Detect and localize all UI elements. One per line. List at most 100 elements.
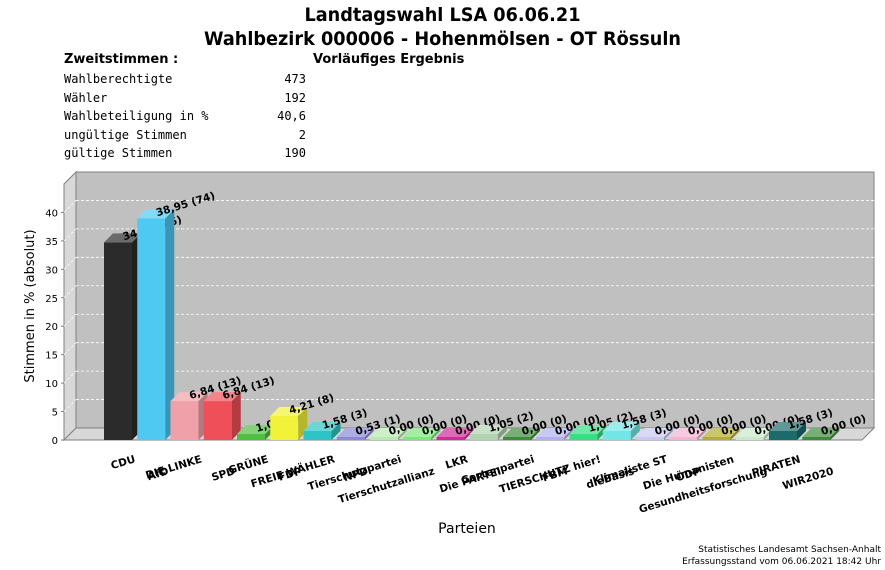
stat-label: gültige Stimmen xyxy=(64,146,173,160)
bar-top xyxy=(802,428,840,437)
stat-value: 473 xyxy=(284,72,306,86)
category-label: CDU xyxy=(110,453,137,472)
bar-top xyxy=(203,392,241,402)
grid-line-side xyxy=(63,200,77,213)
timestamp: Erfassungsstand vom 06.06.2021 18:42 Uhr xyxy=(682,557,881,567)
bar-front xyxy=(802,437,831,440)
bar-top xyxy=(137,209,175,219)
bar-front xyxy=(735,437,764,440)
stat-label: Wahlbeteiligung in % xyxy=(64,109,209,123)
bar-top xyxy=(469,425,507,435)
bar-top xyxy=(170,392,208,402)
bar-front xyxy=(270,416,299,440)
bar-top xyxy=(237,425,274,435)
bar-side xyxy=(730,428,740,440)
y-tick-label: 40 xyxy=(45,208,58,219)
category-label: WIR2020 xyxy=(781,465,835,492)
bar-front xyxy=(503,437,531,440)
bar-front xyxy=(469,434,498,440)
y-tick-label: 5 xyxy=(52,408,58,419)
bar-top xyxy=(303,422,341,432)
y-tick-label: 35 xyxy=(45,237,58,248)
grid-line-side xyxy=(63,313,77,327)
y-tick-label: 25 xyxy=(45,294,58,305)
bar-front xyxy=(403,437,432,440)
bar-side xyxy=(231,392,241,440)
stat-label: Wahlberechtigte xyxy=(64,72,173,86)
bar-front xyxy=(769,431,797,440)
stats-table: Wahlberechtigte 473 Wähler 192 Wahlbetei… xyxy=(64,72,306,165)
bar-front xyxy=(436,437,465,440)
stat-row: Wähler 192 xyxy=(64,91,306,110)
bar-side xyxy=(497,425,507,440)
grid-line-side xyxy=(63,257,77,270)
stat-value: 190 xyxy=(284,146,306,160)
bar-top xyxy=(636,428,673,437)
bar-side xyxy=(464,428,474,440)
stat-row: Wahlberechtigte 473 xyxy=(64,72,306,91)
bar-side xyxy=(165,209,175,440)
bar-top xyxy=(270,407,308,417)
x-axis-label: Parteien xyxy=(438,521,496,537)
bar-top xyxy=(569,425,607,435)
y-tick-label: 10 xyxy=(45,379,58,390)
category-label: GRÜNE xyxy=(226,451,269,476)
grid-line-side xyxy=(63,285,77,299)
bar-side xyxy=(597,425,607,440)
y-tick-label: 30 xyxy=(45,265,58,276)
category-label: DIE LINKE xyxy=(144,453,203,481)
bar-top xyxy=(769,422,806,432)
bar-top xyxy=(370,428,407,437)
bar-top xyxy=(669,428,707,437)
bar-top xyxy=(403,428,441,437)
stat-row: Wahlbeteiligung in % 40,6 xyxy=(64,109,306,128)
bar-side xyxy=(331,422,341,440)
y-axis-label: Stimmen in % (absolut) xyxy=(23,229,38,382)
bar-top xyxy=(735,428,773,437)
bar-front xyxy=(536,437,565,440)
bar-top xyxy=(436,428,474,437)
bar-side xyxy=(664,428,673,440)
plot-left-wall xyxy=(63,170,77,442)
bar-front xyxy=(569,434,598,440)
bar-front xyxy=(203,401,232,440)
grid-line-side xyxy=(63,228,77,242)
bar-front xyxy=(237,434,265,440)
bar-side xyxy=(564,428,574,440)
bar-front xyxy=(370,437,398,440)
bar-side xyxy=(630,422,640,440)
bar-side xyxy=(364,427,374,440)
chart-subtitle: Wahlbezirk 000006 - Hohenmölsen - OT Rös… xyxy=(203,28,682,50)
bar-side xyxy=(431,428,441,440)
bar-front xyxy=(104,242,132,440)
stat-value: 2 xyxy=(298,127,306,142)
bar-top xyxy=(702,428,740,437)
bar-top xyxy=(602,422,640,432)
bar-side xyxy=(531,428,540,440)
stat-value: 192 xyxy=(284,90,306,105)
result-status: Vorläufiges Ergebnis xyxy=(313,52,465,67)
bar-top xyxy=(536,428,574,437)
source-note: Statistisches Landesamt Sachsen-Anhalt xyxy=(698,545,881,555)
chart-title: Landtagswahl LSA 06.06.21 xyxy=(304,4,581,26)
bar-chart: 0 5 10 15 20 25 30 35 40 Stimmen in % (absolut) Pa… xyxy=(23,170,876,537)
bar-front xyxy=(602,431,631,440)
grid-line-side xyxy=(63,399,77,412)
bar-front xyxy=(170,401,199,440)
y-tick-label: 15 xyxy=(45,351,58,362)
bar-front xyxy=(137,218,166,440)
bar-top xyxy=(104,233,141,243)
bar-front xyxy=(336,436,365,440)
stat-label: Wähler xyxy=(64,90,108,105)
bar-side xyxy=(830,428,840,440)
stat-label: ungültige Stimmen xyxy=(64,127,187,142)
y-tick-label: 20 xyxy=(45,322,58,333)
bar-front xyxy=(636,437,664,440)
stat-row: gültige Stimmen 190 xyxy=(64,146,306,165)
stat-row: ungültige Stimmen 2 xyxy=(64,128,306,147)
grid-line-side xyxy=(63,342,77,355)
bar-side xyxy=(697,428,707,440)
bar-front xyxy=(669,437,698,440)
bar-top xyxy=(503,428,540,437)
y-tick-label: 0 xyxy=(52,436,58,447)
